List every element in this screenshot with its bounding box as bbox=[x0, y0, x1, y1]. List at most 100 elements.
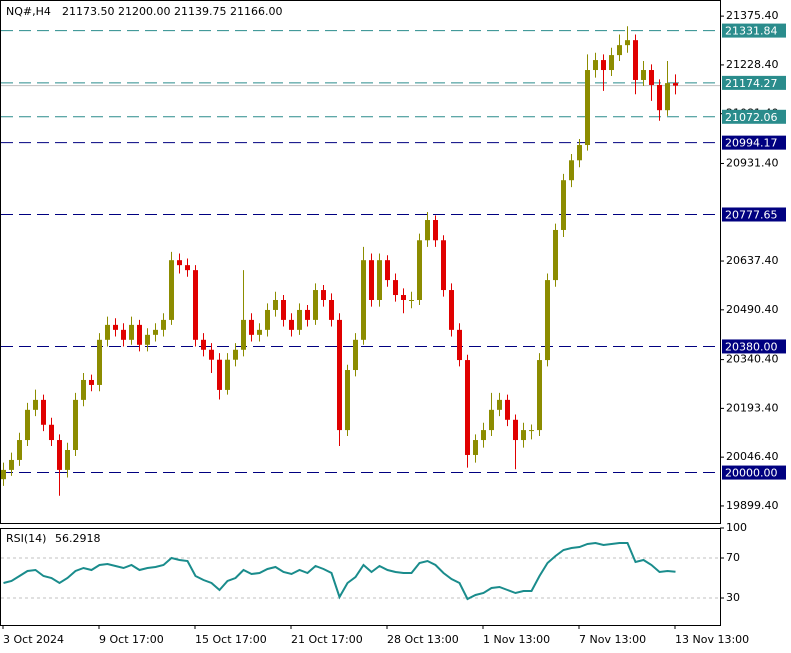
candle-body bbox=[465, 360, 470, 455]
candle-body bbox=[113, 324, 118, 330]
candle-body bbox=[369, 260, 374, 300]
level-label: 20380.00 bbox=[725, 340, 778, 353]
candle-body bbox=[665, 83, 670, 111]
ohlc-value: 21200.00 bbox=[118, 5, 171, 18]
ohlc-value: 21166.00 bbox=[230, 5, 283, 18]
x-tick-label: 13 Nov 13:00 bbox=[675, 633, 749, 646]
candle-body bbox=[673, 83, 678, 86]
candle-body bbox=[57, 440, 62, 470]
candle-body bbox=[497, 399, 502, 410]
candle-body bbox=[361, 260, 366, 340]
candle-body bbox=[633, 40, 638, 80]
x-tick-label: 1 Nov 13:00 bbox=[483, 633, 550, 646]
rsi-line bbox=[3, 541, 676, 601]
rsi-tick-label: 100 bbox=[726, 521, 747, 534]
ohlc-value: 21173.50 bbox=[62, 5, 115, 18]
candle-body bbox=[345, 370, 350, 431]
x-tick-label: 3 Oct 2024 bbox=[3, 633, 64, 646]
candle-body bbox=[641, 70, 646, 80]
candle-body bbox=[193, 270, 198, 340]
candle-body bbox=[521, 430, 526, 441]
candle-body bbox=[65, 449, 70, 470]
candle-body bbox=[201, 339, 206, 350]
level-box bbox=[722, 207, 786, 222]
y-tick-label: 20193.40 bbox=[726, 401, 779, 414]
candle-body bbox=[225, 359, 230, 390]
x-tick-label: 7 Nov 13:00 bbox=[579, 633, 646, 646]
level-label: 20994.17 bbox=[725, 137, 778, 150]
rsi-value: 56.2918 bbox=[55, 532, 101, 545]
y-tick-label: 19899.40 bbox=[726, 499, 779, 512]
candle-body bbox=[273, 299, 278, 310]
candle-body bbox=[569, 160, 574, 181]
y-tick-label: 21228.40 bbox=[726, 58, 779, 71]
candle-body bbox=[321, 290, 326, 300]
candle-body bbox=[657, 84, 662, 111]
candle-body bbox=[481, 430, 486, 441]
candle-body bbox=[305, 309, 310, 320]
candle-body bbox=[145, 334, 150, 345]
candle-body bbox=[457, 329, 462, 361]
candle-body bbox=[473, 440, 478, 455]
y-tick-label: 20637.40 bbox=[726, 254, 779, 267]
candle-body bbox=[649, 70, 654, 85]
x-tick-label: 9 Oct 17:00 bbox=[99, 633, 164, 646]
candle-body bbox=[609, 55, 614, 71]
candle-body bbox=[105, 324, 110, 340]
candle-body bbox=[49, 424, 54, 441]
candle-body bbox=[393, 280, 398, 296]
candle-body bbox=[73, 399, 78, 450]
candle-body bbox=[233, 349, 238, 360]
candle-body bbox=[593, 60, 598, 71]
candle-body bbox=[249, 319, 254, 335]
y-tick-label: 21375.40 bbox=[726, 9, 779, 22]
candle-body bbox=[417, 240, 422, 300]
candle-body bbox=[385, 260, 390, 281]
level-label: 21331.84 bbox=[725, 25, 778, 38]
candle-body bbox=[265, 309, 270, 330]
rsi-tick-label: 30 bbox=[726, 591, 740, 604]
candle-body bbox=[161, 319, 166, 330]
candle-body bbox=[553, 229, 558, 281]
level-label: 21072.06 bbox=[725, 111, 778, 124]
symbol: NQ#,H4 bbox=[6, 5, 51, 18]
candle-body bbox=[425, 220, 430, 241]
candle-body bbox=[625, 40, 630, 46]
level-box bbox=[722, 109, 786, 124]
candle-body bbox=[433, 220, 438, 241]
level-box bbox=[722, 465, 786, 480]
level-label: 21174.27 bbox=[725, 77, 778, 90]
level-box bbox=[722, 75, 786, 90]
level-label: 20777.65 bbox=[725, 208, 778, 221]
candle-body bbox=[353, 339, 358, 371]
candle-body bbox=[209, 349, 214, 360]
candle-body bbox=[337, 319, 342, 431]
y-tick-label: 20931.40 bbox=[726, 156, 779, 169]
x-tick-label: 15 Oct 17:00 bbox=[195, 633, 267, 646]
candle-body bbox=[17, 440, 22, 460]
candle-body bbox=[513, 419, 518, 441]
candle-body bbox=[409, 299, 414, 301]
candle-body bbox=[89, 379, 94, 385]
candle-body bbox=[97, 339, 102, 385]
candle-body bbox=[281, 299, 286, 320]
candle-body bbox=[1, 469, 6, 480]
candle-body bbox=[185, 265, 190, 271]
level-box bbox=[722, 135, 786, 150]
candle-body bbox=[81, 379, 86, 400]
candle-body bbox=[121, 329, 126, 340]
y-tick-label: 20046.40 bbox=[726, 450, 779, 463]
rsi-name: RSI(14) bbox=[6, 532, 46, 545]
candle-body bbox=[41, 399, 46, 425]
candle-body bbox=[529, 430, 534, 432]
ohlc-value: 21139.75 bbox=[174, 5, 227, 18]
candle-body bbox=[217, 359, 222, 390]
candle-body bbox=[617, 45, 622, 56]
candle-body bbox=[33, 399, 38, 410]
candle-body bbox=[297, 309, 302, 330]
candle-body bbox=[129, 324, 134, 340]
level-label: 20000.00 bbox=[725, 467, 778, 480]
candle-body bbox=[377, 260, 382, 300]
